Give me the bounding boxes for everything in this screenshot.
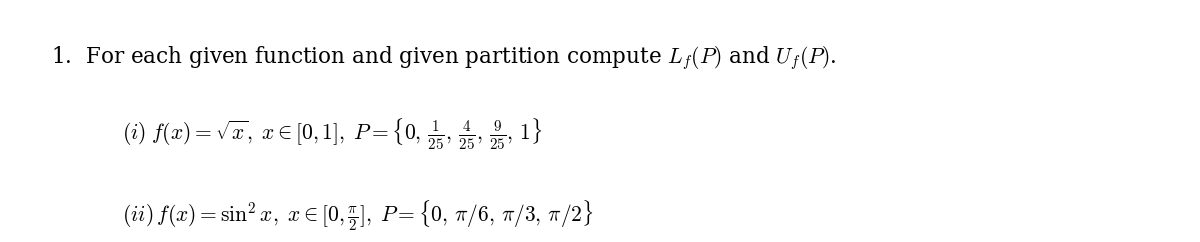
Text: $(i)\; f(x) = \sqrt{x},\; x \in [0,1],\; P = \{0,\, \frac{1}{25},\, \frac{4}{25}: $(i)\; f(x) = \sqrt{x},\; x \in [0,1],\;… (122, 117, 542, 152)
Text: 1.  For each given function and given partition compute $L_f(P)$ and $U_f(P)$.: 1. For each given function and given par… (50, 44, 836, 72)
Text: $(ii)\,f(x) = \sin^2 x,\; x \in [0,\frac{\pi}{2}],\; P = \{0,\, \pi/6,\, \pi/3,\: $(ii)\,f(x) = \sin^2 x,\; x \in [0,\frac… (122, 199, 594, 234)
